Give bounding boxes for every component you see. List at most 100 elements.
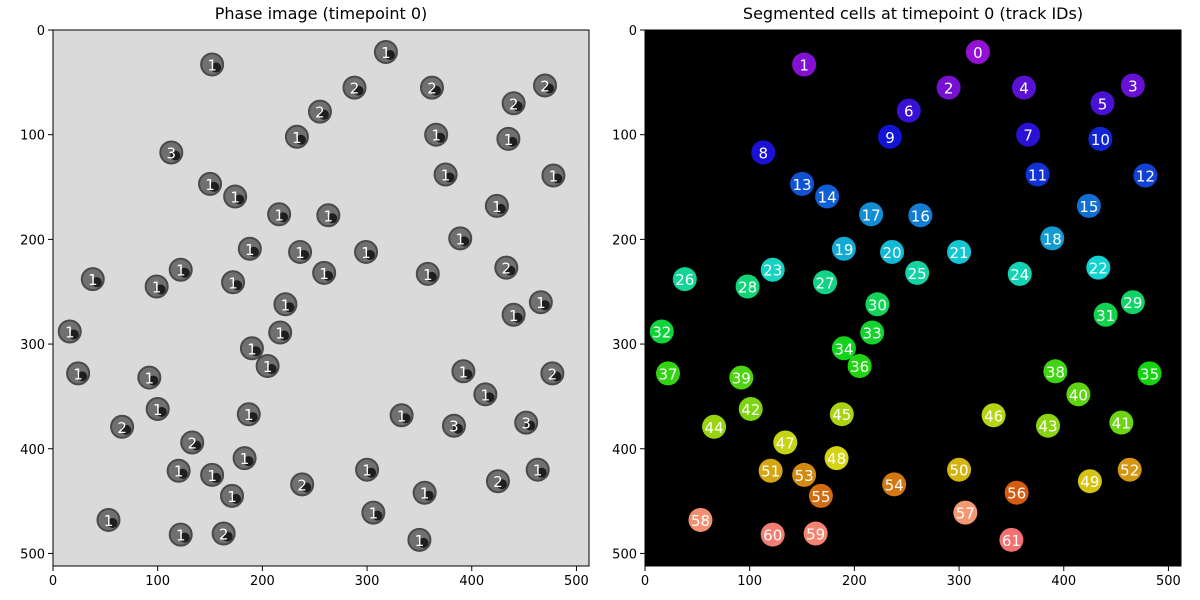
segmented-cell bbox=[1077, 469, 1102, 494]
cell-count-label: 1 bbox=[455, 230, 465, 248]
cell-count-label: 2 bbox=[297, 476, 307, 494]
cell-nucleus bbox=[423, 490, 434, 501]
cell-count-label: 1 bbox=[245, 241, 255, 259]
cell-count-label: 1 bbox=[292, 129, 302, 147]
segmented-cell bbox=[1025, 162, 1050, 187]
cell-nucleus bbox=[247, 412, 258, 423]
segmented-cell bbox=[1137, 361, 1162, 386]
segmented-cell bbox=[1120, 290, 1145, 315]
track-id-label: 40 bbox=[1069, 386, 1088, 404]
cell-count-label: 1 bbox=[247, 340, 257, 358]
y-tick-label: 400 bbox=[20, 443, 45, 458]
segmented-cell bbox=[981, 403, 1006, 428]
track-id-label: 57 bbox=[956, 505, 975, 523]
cell-count-label: 1 bbox=[324, 207, 334, 225]
track-id-label: 22 bbox=[1089, 260, 1108, 278]
track-id-label: 39 bbox=[732, 370, 751, 388]
segmented-cell bbox=[815, 184, 840, 209]
cell-count-label: 1 bbox=[65, 324, 75, 342]
track-id-label: 19 bbox=[834, 241, 853, 259]
track-id-label: 15 bbox=[1079, 198, 1098, 216]
segmented-cell bbox=[808, 483, 833, 508]
segmented-cell bbox=[792, 462, 817, 487]
track-id-label: 61 bbox=[1002, 532, 1021, 550]
segmented-cell bbox=[936, 75, 961, 100]
cell-nucleus bbox=[266, 364, 277, 375]
segmented-cell bbox=[735, 274, 760, 299]
cell-nucleus bbox=[536, 467, 547, 478]
segmented-cell bbox=[1004, 480, 1029, 505]
track-id-label: 56 bbox=[1007, 485, 1026, 503]
track-id-label: 46 bbox=[984, 407, 1003, 425]
segmented-cell bbox=[760, 257, 785, 282]
cell-nucleus bbox=[107, 517, 118, 528]
cell-count-label: 1 bbox=[176, 527, 186, 545]
left-panel-title: Phase image (timepoint 0) bbox=[214, 4, 428, 23]
segmented-cell bbox=[758, 458, 783, 483]
cell-nucleus bbox=[231, 493, 242, 504]
cell-count-label: 1 bbox=[481, 386, 491, 404]
cell-nucleus bbox=[211, 62, 222, 73]
x-tick-label: 400 bbox=[1051, 574, 1076, 589]
cell-count-label: 1 bbox=[431, 127, 441, 145]
segmented-cell bbox=[831, 336, 856, 361]
cell-nucleus bbox=[299, 249, 310, 260]
segmented-cell bbox=[905, 260, 930, 285]
cell-nucleus bbox=[323, 270, 334, 281]
segmented-cell bbox=[877, 124, 902, 149]
cell-nucleus bbox=[191, 440, 202, 451]
track-id-label: 5 bbox=[1098, 95, 1108, 113]
track-id-label: 36 bbox=[850, 358, 869, 376]
y-tick-label: 0 bbox=[629, 24, 637, 39]
cell-count-label: 1 bbox=[492, 198, 502, 216]
cell-count-label: 2 bbox=[493, 473, 503, 491]
cell-count-label: 1 bbox=[275, 325, 285, 343]
segmented-cell bbox=[702, 414, 727, 439]
cell-nucleus bbox=[278, 212, 289, 223]
cell-count-label: 1 bbox=[228, 274, 238, 292]
cell-count-label: 1 bbox=[281, 296, 291, 314]
track-id-label: 37 bbox=[658, 365, 677, 383]
track-id-label: 55 bbox=[811, 488, 830, 506]
track-id-label: 2 bbox=[944, 80, 954, 98]
axes-frame bbox=[644, 29, 1182, 567]
track-id-label: 34 bbox=[834, 340, 853, 358]
cell-count-label: 1 bbox=[104, 512, 114, 530]
y-tick-label: 300 bbox=[612, 338, 637, 353]
segmented-cell bbox=[847, 354, 872, 379]
cell-nucleus bbox=[552, 173, 563, 184]
track-id-label: 10 bbox=[1091, 131, 1110, 149]
cell-nucleus bbox=[512, 101, 523, 112]
track-id-label: 13 bbox=[792, 176, 811, 194]
segmented-cell bbox=[1117, 457, 1142, 482]
track-id-label: 60 bbox=[763, 527, 782, 545]
x-tick-label: 500 bbox=[564, 574, 589, 589]
track-id-label: 44 bbox=[705, 419, 724, 437]
cell-nucleus bbox=[551, 371, 562, 382]
cell-count-label: 1 bbox=[230, 188, 240, 206]
cell-count-label: 1 bbox=[536, 294, 546, 312]
track-id-label: 43 bbox=[1039, 418, 1058, 436]
x-tick-label: 300 bbox=[355, 574, 380, 589]
track-id-label: 3 bbox=[1128, 77, 1138, 95]
segmented-cell bbox=[649, 319, 674, 344]
cell-count-label: 1 bbox=[73, 365, 83, 383]
y-tick-label: 200 bbox=[612, 233, 637, 248]
track-id-label: 24 bbox=[1010, 266, 1029, 284]
track-id-label: 38 bbox=[1046, 363, 1065, 381]
track-id-label: 25 bbox=[908, 265, 927, 283]
cell-count-label: 1 bbox=[176, 262, 186, 280]
cell-count-label: 2 bbox=[548, 365, 558, 383]
axes-frame bbox=[52, 29, 590, 567]
cell-nucleus bbox=[353, 85, 364, 96]
x-tick-label: 100 bbox=[145, 574, 170, 589]
segmented-cell bbox=[947, 457, 972, 482]
cell-nucleus bbox=[222, 531, 233, 542]
cell-nucleus bbox=[327, 213, 338, 224]
segmented-cell bbox=[896, 98, 921, 123]
segmented-cell bbox=[831, 236, 856, 261]
track-id-label: 35 bbox=[1140, 365, 1159, 383]
x-tick-label: 200 bbox=[250, 574, 275, 589]
